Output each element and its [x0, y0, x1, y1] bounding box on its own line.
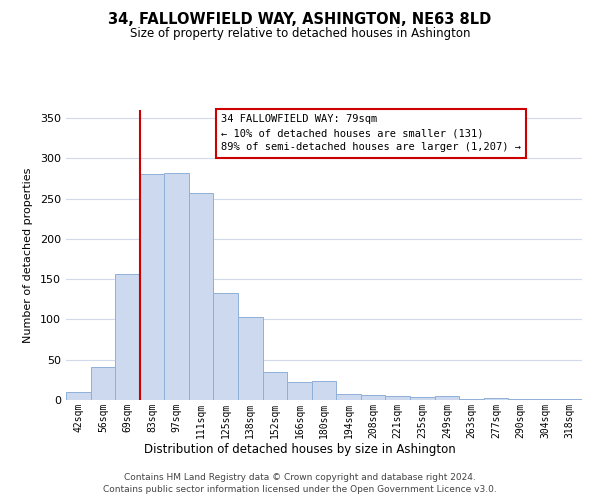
Bar	[91, 367, 115, 400]
Bar	[263, 372, 287, 400]
Text: 34 FALLOWFIELD WAY: 79sqm
← 10% of detached houses are smaller (131)
89% of semi: 34 FALLOWFIELD WAY: 79sqm ← 10% of detac…	[221, 114, 521, 152]
Bar	[361, 395, 385, 400]
Bar	[459, 399, 484, 400]
Bar	[189, 193, 214, 400]
Bar	[508, 399, 533, 400]
Bar	[336, 394, 361, 400]
Bar	[214, 293, 238, 400]
Y-axis label: Number of detached properties: Number of detached properties	[23, 168, 33, 342]
Bar	[287, 382, 312, 400]
Bar	[434, 396, 459, 400]
Bar	[164, 173, 189, 400]
Text: Contains HM Land Registry data © Crown copyright and database right 2024.: Contains HM Land Registry data © Crown c…	[124, 472, 476, 482]
Bar	[410, 397, 434, 400]
Text: 34, FALLOWFIELD WAY, ASHINGTON, NE63 8LD: 34, FALLOWFIELD WAY, ASHINGTON, NE63 8LD	[109, 12, 491, 28]
Bar	[66, 392, 91, 400]
Bar	[115, 274, 140, 400]
Bar	[312, 382, 336, 400]
Bar	[484, 398, 508, 400]
Bar	[238, 317, 263, 400]
Text: Distribution of detached houses by size in Ashington: Distribution of detached houses by size …	[144, 442, 456, 456]
Text: Contains public sector information licensed under the Open Government Licence v3: Contains public sector information licen…	[103, 485, 497, 494]
Bar	[385, 396, 410, 400]
Bar	[140, 174, 164, 400]
Bar	[557, 399, 582, 400]
Text: Size of property relative to detached houses in Ashington: Size of property relative to detached ho…	[130, 28, 470, 40]
Bar	[533, 399, 557, 400]
